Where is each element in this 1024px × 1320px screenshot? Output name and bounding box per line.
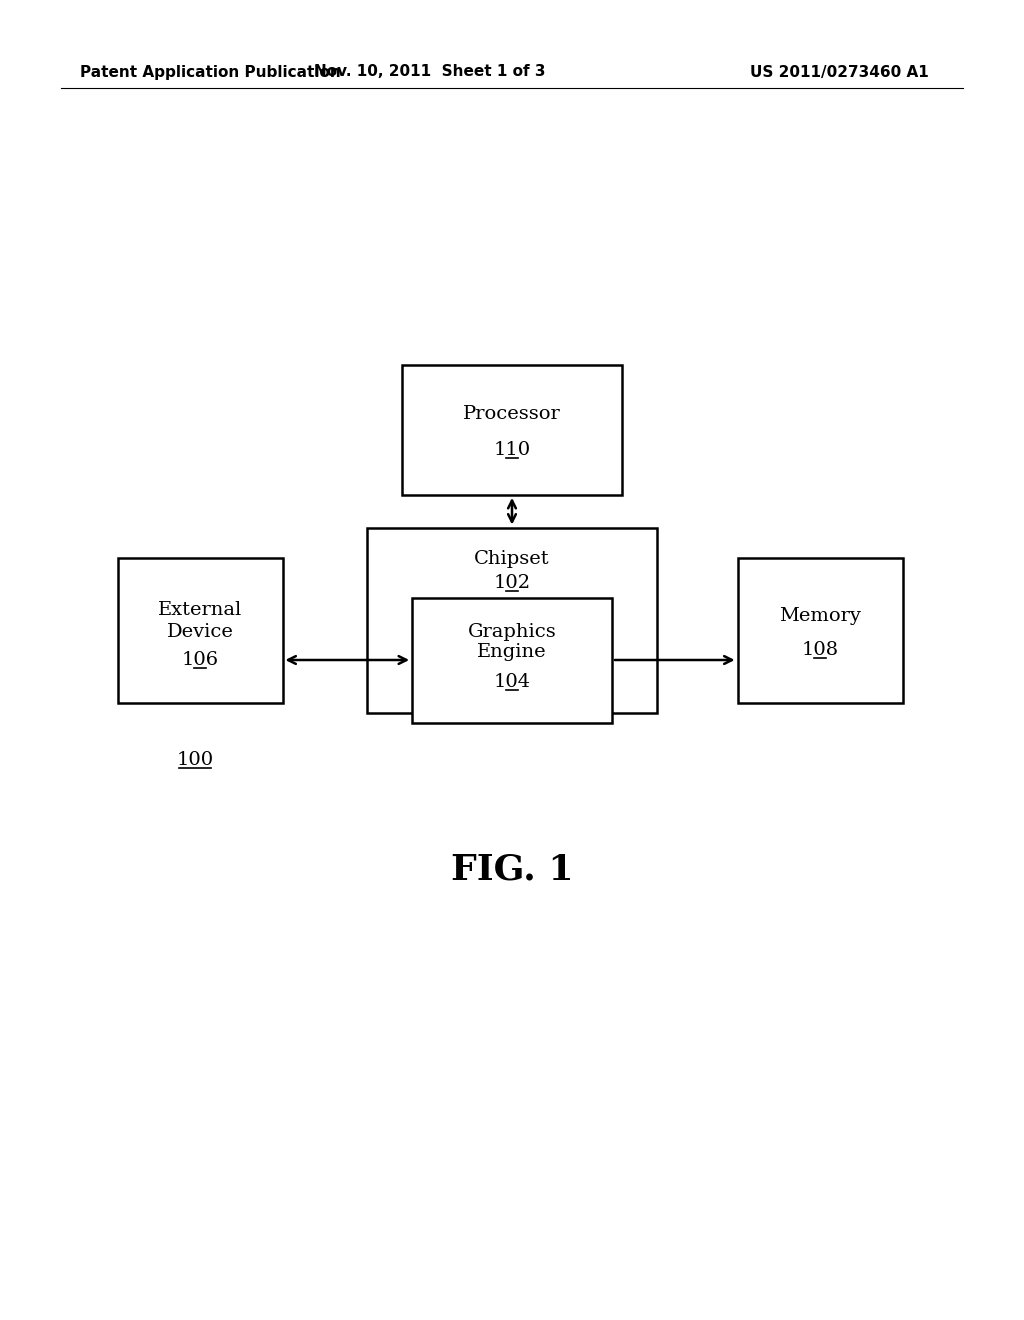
Bar	[118, 557, 283, 702]
Bar	[402, 366, 622, 495]
Text: Patent Application Publication: Patent Application Publication	[80, 65, 341, 79]
Text: Engine: Engine	[477, 643, 547, 661]
Text: Nov. 10, 2011  Sheet 1 of 3: Nov. 10, 2011 Sheet 1 of 3	[314, 65, 546, 79]
Text: FIG. 1: FIG. 1	[451, 853, 573, 887]
Text: 110: 110	[494, 441, 530, 459]
Bar	[367, 528, 657, 713]
Text: Device: Device	[167, 623, 233, 642]
Text: 106: 106	[181, 651, 218, 669]
Text: Processor: Processor	[463, 405, 561, 422]
Bar	[412, 598, 612, 722]
Text: US 2011/0273460 A1: US 2011/0273460 A1	[750, 65, 929, 79]
Text: 104: 104	[494, 673, 530, 690]
Text: External: External	[158, 601, 242, 619]
Text: Memory: Memory	[779, 607, 861, 624]
Text: Graphics: Graphics	[468, 623, 556, 642]
Text: Chipset: Chipset	[474, 550, 550, 569]
Text: 100: 100	[176, 751, 214, 770]
Text: 102: 102	[494, 574, 530, 593]
Text: 108: 108	[802, 642, 839, 659]
Bar	[737, 557, 902, 702]
